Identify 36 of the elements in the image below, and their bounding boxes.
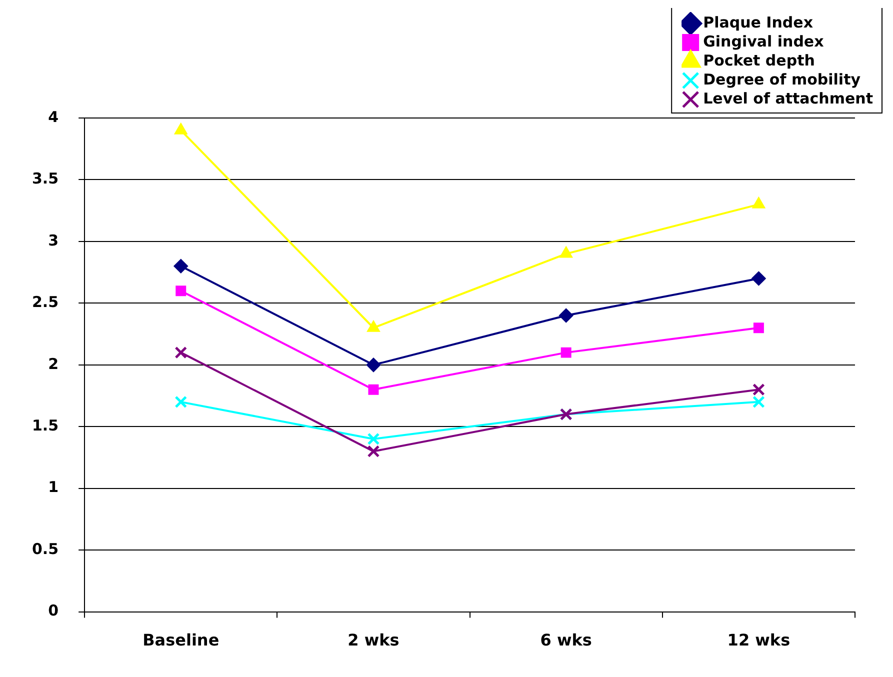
point bbox=[752, 396, 765, 408]
point bbox=[752, 197, 765, 208]
point bbox=[176, 286, 186, 296]
point bbox=[174, 396, 188, 408]
point bbox=[753, 322, 764, 334]
y-tick-label: 3.5 bbox=[32, 170, 59, 188]
y-tick-label: 3 bbox=[48, 231, 59, 250]
y-tick-label: 4 bbox=[48, 108, 59, 126]
x-tick-label: 12 wks bbox=[727, 630, 790, 650]
point bbox=[366, 358, 380, 372]
point bbox=[174, 346, 188, 359]
y-tick-label: 2.5 bbox=[32, 293, 59, 312]
point bbox=[367, 432, 380, 446]
legend-label: Gingival index bbox=[703, 32, 824, 50]
point bbox=[752, 271, 766, 286]
point bbox=[174, 123, 188, 134]
legend-label: Degree of mobility bbox=[703, 70, 861, 88]
point bbox=[174, 259, 188, 274]
point bbox=[367, 320, 380, 332]
point bbox=[367, 445, 380, 458]
legend-label: Plaque Index bbox=[703, 13, 814, 32]
y-tick-label: 1.5 bbox=[32, 416, 59, 435]
legend-label: Pocket depth bbox=[703, 51, 815, 70]
y-tick-label: 0.5 bbox=[32, 540, 59, 558]
y-tick-label: 0 bbox=[48, 602, 59, 620]
point bbox=[368, 384, 379, 395]
x-tick-label: 2 wks bbox=[348, 630, 400, 650]
y-tick-label: 2 bbox=[48, 354, 59, 373]
point bbox=[559, 308, 574, 323]
x-tick-label: Baseline bbox=[142, 630, 220, 650]
y-tick-label: 1 bbox=[48, 478, 59, 496]
legend-label: Level of attachment bbox=[703, 89, 874, 108]
point bbox=[560, 246, 572, 258]
point bbox=[752, 383, 765, 396]
x-tick-label: 6 wks bbox=[540, 630, 592, 650]
point bbox=[560, 347, 572, 358]
